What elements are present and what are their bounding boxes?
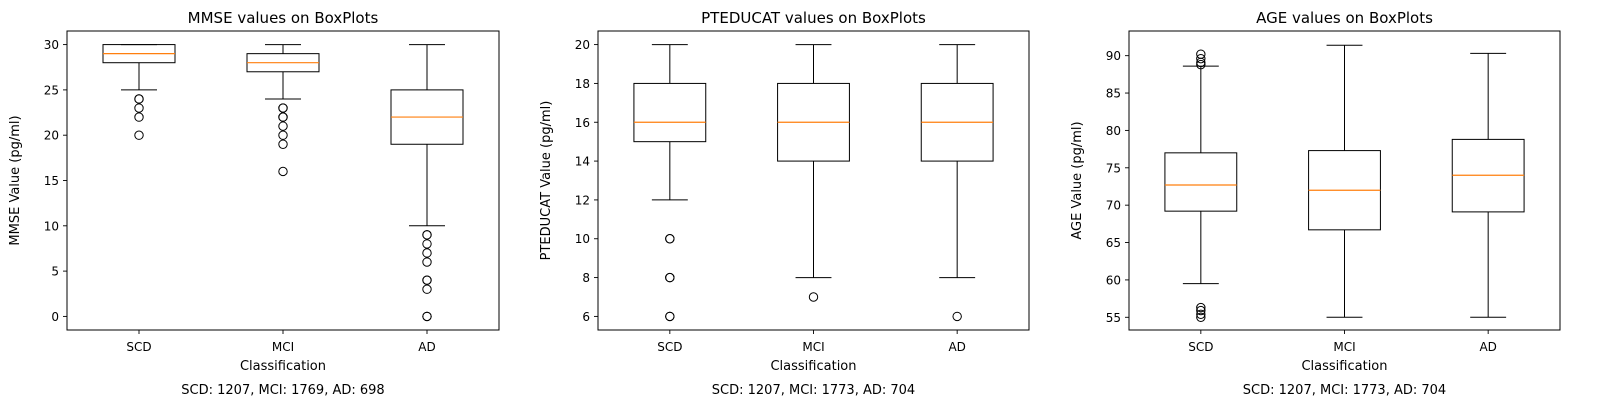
y-tick-label: 15 [44,174,59,188]
outlier-point [422,311,432,322]
box-MCI [246,44,320,177]
y-tick-label: 60 [1106,273,1121,287]
y-tick-label: 85 [1106,87,1121,101]
x-axis-label: Classification [240,359,326,374]
plot-frame [1128,30,1561,331]
plot-frame [597,30,1030,331]
x-tick-label: AD [1479,340,1496,354]
y-tick-label: 25 [44,83,59,97]
box-MCI [1308,44,1381,318]
chart-panel-3: AGE values on BoxPlots 55 60 65 70 75 80 85 90 SC… [1070,9,1561,398]
y-tick-label: 16 [575,116,590,130]
x-tick-label: MCI [802,340,824,354]
y-tick-label: 14 [575,155,590,169]
outlier-point [808,292,819,302]
y-axis-label: PTEDUCAT Value (pg/ml) [539,101,554,261]
outlier-point [422,248,432,258]
outlier-point [665,234,675,244]
outlier-point [278,166,288,177]
outlier-point [1196,312,1206,322]
outlier-point [278,112,288,122]
y-tick-label: 65 [1106,236,1121,250]
x-tick-label: MCI [1333,340,1355,354]
outlier-point [134,112,144,122]
x-tick-label: MCI [272,340,294,354]
y-tick-label: 18 [575,77,590,91]
outlier-point [1196,305,1206,316]
outlier-point [422,284,432,294]
outlier-point [278,139,288,149]
outlier-point [422,230,432,240]
box-SCD [1164,49,1238,322]
outlier-point [1196,59,1206,70]
y-tick-label: 20 [44,129,59,143]
outlier-point [134,130,144,140]
x-tick-label: SCD [1188,340,1213,354]
outlier-point [278,130,288,140]
chart-panel-2: PTEDUCAT values on BoxPlots 6 8 10 12 14 16 18 2… [539,9,1030,398]
y-tick-label: 55 [1106,311,1121,325]
y-axis-label: MMSE Value (pg/ml) [8,115,23,245]
plot-frame [66,30,500,331]
y-tick-label: 70 [1106,199,1121,213]
outlier-point [1196,57,1206,68]
box-SCD [633,44,707,322]
outlier-point [1196,309,1206,320]
box-SCD [102,44,176,140]
y-axis-label: AGE Value (pg/ml) [1070,121,1085,239]
chart-panel-1: MMSE values on BoxPlots 0 5 10 15 20 25 30 SCD MC… [8,9,500,398]
y-tick-label: 80 [1106,124,1121,138]
outlier-point [665,272,675,283]
y-tick-label: 30 [44,38,59,52]
outlier-point [952,311,962,322]
outlier-point [422,239,432,249]
box-AD [390,44,464,322]
outlier-point [422,257,432,267]
outlier-point [278,103,288,113]
box-MCI [777,44,850,302]
outlier-point [134,94,144,104]
chart-title: AGE values on BoxPlots [1256,9,1433,27]
outlier-point [1196,302,1206,313]
y-tick-label: 0 [51,310,59,324]
counts-caption: SCD: 1207, MCI: 1769, AD: 698 [181,383,384,398]
box-AD [1451,52,1525,318]
y-tick-label: 75 [1106,161,1121,175]
x-axis-label: Classification [770,359,856,374]
chart-title: PTEDUCAT values on BoxPlots [701,9,926,27]
y-tick-label: 90 [1106,49,1121,63]
counts-caption: SCD: 1207, MCI: 1773, AD: 704 [712,383,915,398]
outlier-point [1196,53,1206,64]
x-axis-label: Classification [1301,359,1387,374]
x-tick-label: AD [948,340,965,354]
x-tick-label: SCD [657,340,682,354]
x-tick-label: AD [418,340,435,354]
outlier-point [134,103,144,113]
y-tick-label: 20 [575,38,590,52]
counts-caption: SCD: 1207, MCI: 1773, AD: 704 [1243,383,1446,398]
y-tick-label: 6 [582,310,590,324]
y-tick-label: 8 [582,271,590,285]
y-tick-label: 12 [575,193,590,207]
box-iqr [633,82,707,143]
outlier-point [422,275,432,285]
chart-title: MMSE values on BoxPlots [188,9,379,27]
box-AD [920,44,994,322]
outlier-point [665,311,675,322]
box-iqr [1164,152,1238,212]
y-tick-label: 5 [51,265,59,279]
y-tick-label: 10 [44,219,59,233]
y-tick-label: 10 [575,232,590,246]
x-tick-label: SCD [126,340,151,354]
outlier-point [278,121,288,131]
